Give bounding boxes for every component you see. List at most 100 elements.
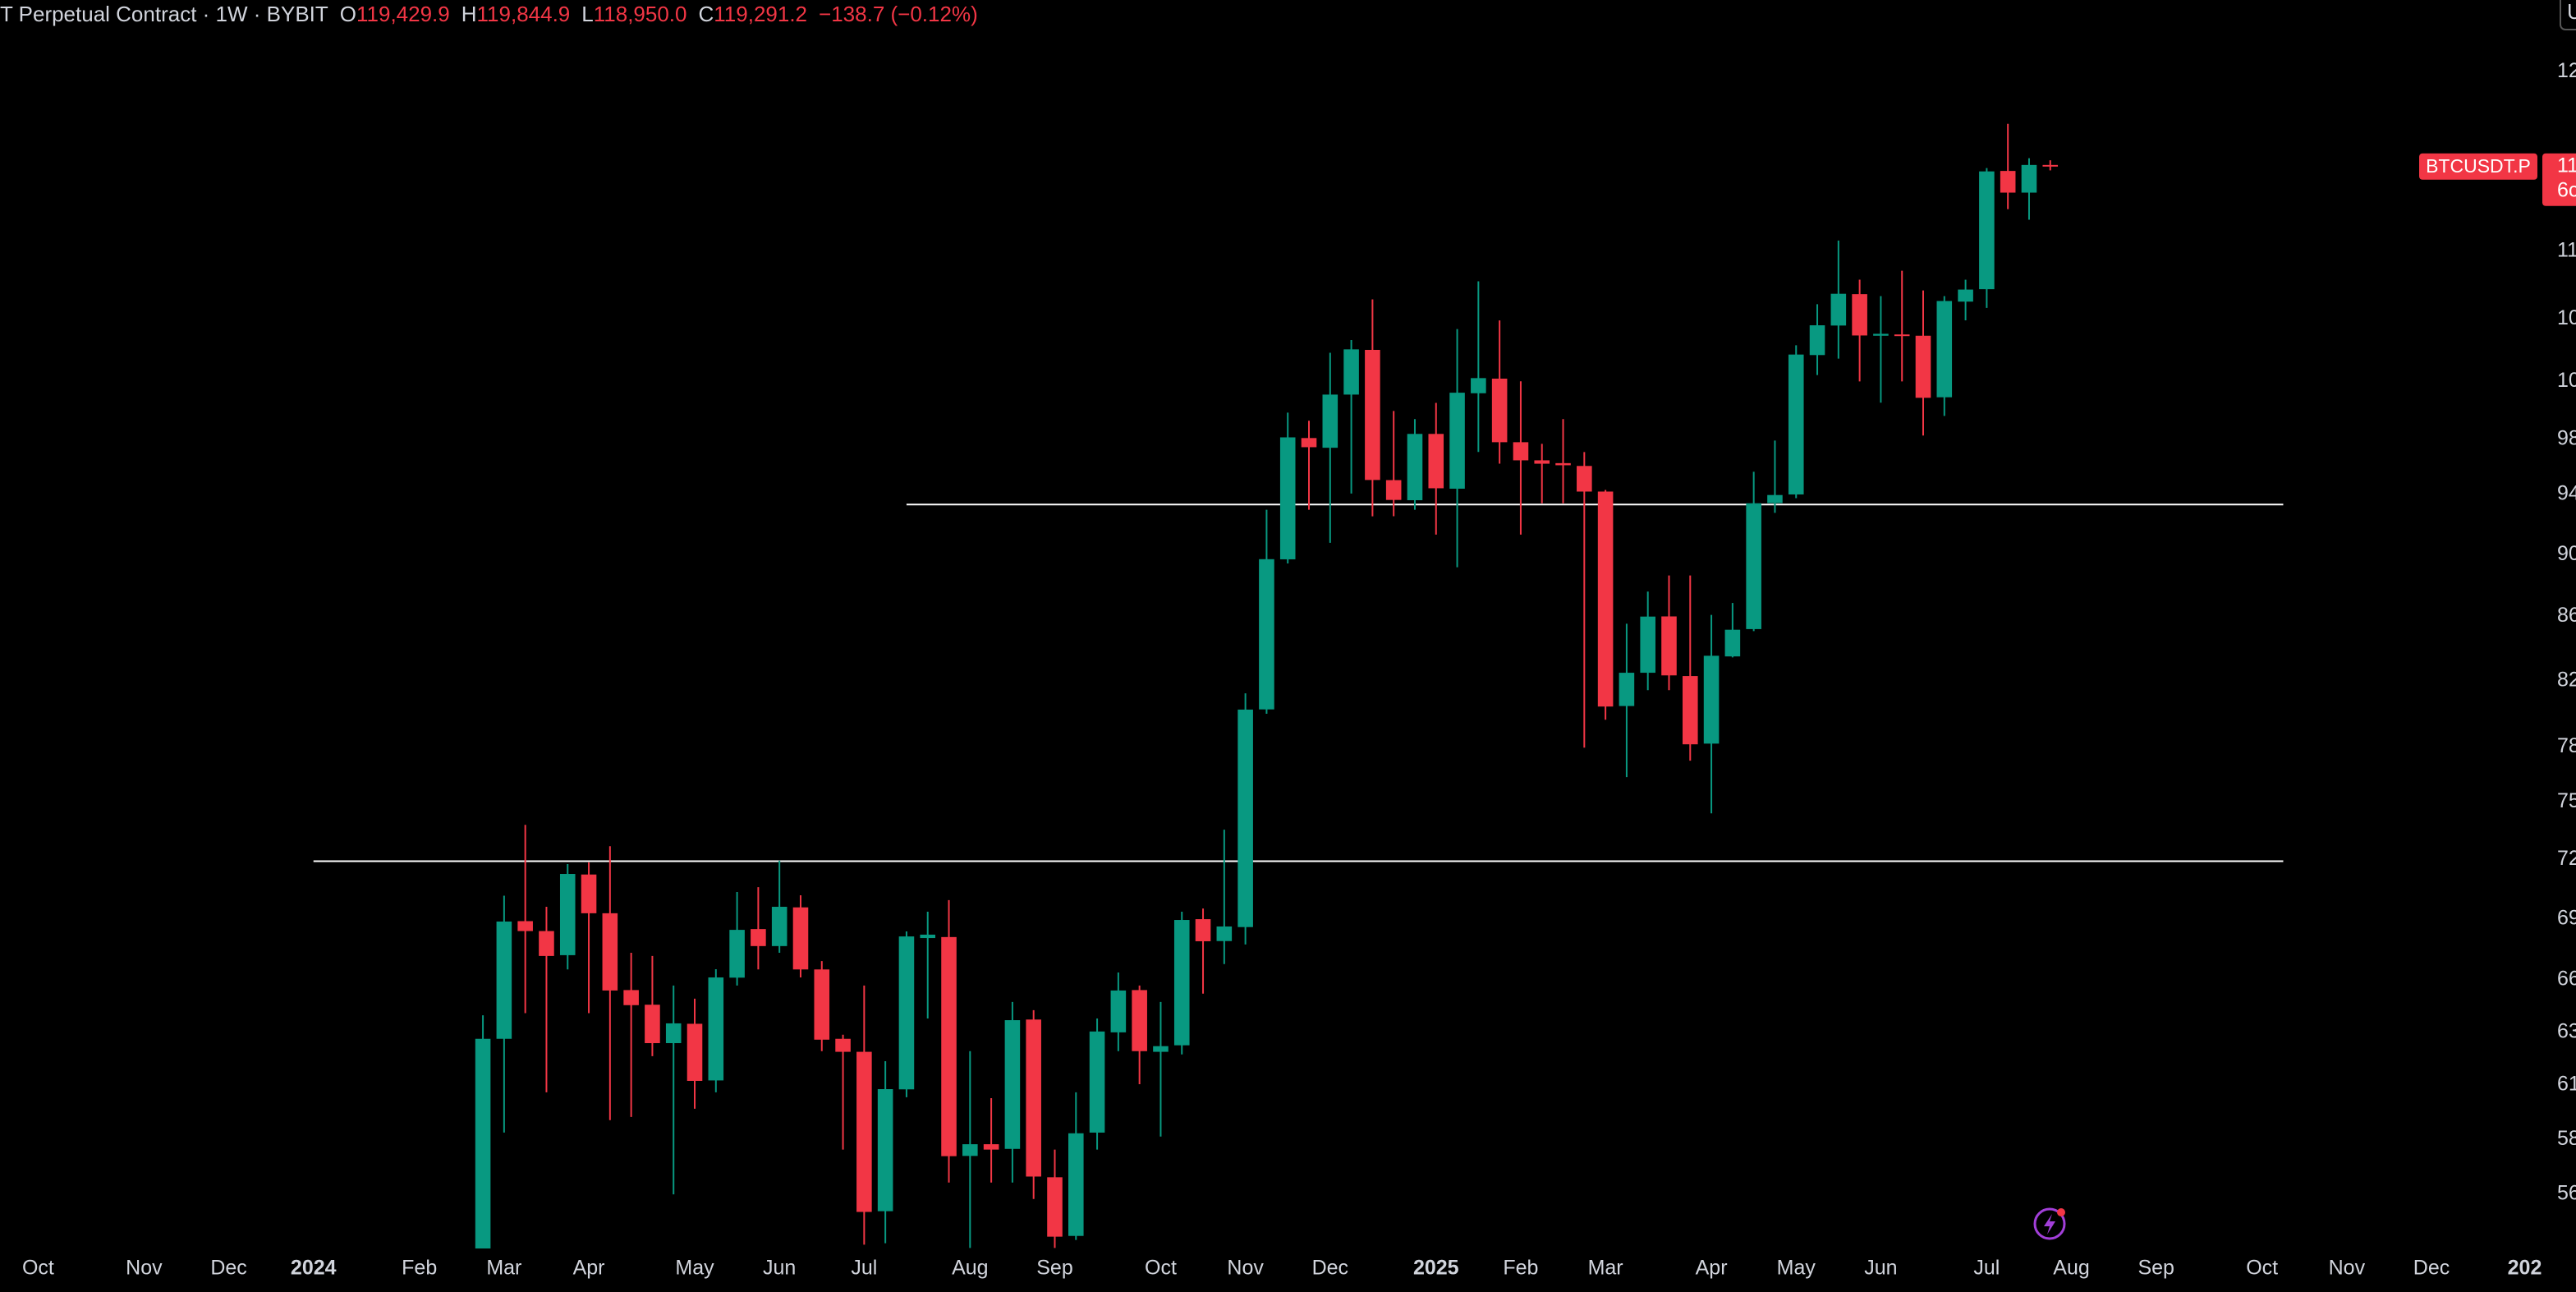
y-tick-label: 69: [2557, 907, 2576, 930]
candle-body: [1894, 334, 1910, 337]
y-tick-label: 58: [2557, 1127, 2576, 1150]
candle-body: [559, 874, 576, 955]
x-tick-label: Jul: [851, 1257, 877, 1280]
candle-body: [898, 936, 915, 1090]
x-tick-label: Apr: [573, 1257, 605, 1280]
candle-body: [1491, 378, 1508, 443]
candle-body: [1089, 1031, 1105, 1133]
ohlc-high: 119,844.9: [476, 1, 571, 26]
candle-body: [1682, 676, 1698, 745]
x-tick-label: 2024: [291, 1257, 337, 1280]
price-tag-box: [2419, 153, 2537, 180]
y-tick-label: 98: [2557, 427, 2576, 450]
y-tick-label: 63: [2557, 1019, 2576, 1042]
candle-body: [496, 921, 512, 1039]
candle-body: [645, 1005, 660, 1043]
y-tick-label: 66: [2557, 967, 2576, 990]
candle-body: [1449, 393, 1465, 489]
candle-body: [1746, 503, 1761, 629]
ohlc-open: 119,429.9: [356, 1, 450, 26]
corner-button[interactable]: [2560, 0, 2576, 30]
x-tick-label: Jun: [763, 1257, 796, 1280]
x-tick-label: Dec: [1312, 1257, 1348, 1280]
candle-body: [665, 1023, 682, 1043]
x-tick-label: Oct: [1145, 1257, 1177, 1280]
price-scale-tag: [2542, 153, 2576, 206]
x-tick-label: Aug: [2053, 1257, 2089, 1280]
y-tick-label: 11: [2557, 239, 2576, 262]
candle-body: [1809, 325, 1825, 356]
candle-body: [920, 934, 936, 939]
y-tick-label: 75: [2557, 789, 2576, 812]
candle-body: [1068, 1133, 1084, 1236]
x-tick-label: Sep: [2137, 1257, 2174, 1280]
candle-body: [1026, 1019, 1041, 1177]
candle-body: [1703, 655, 1720, 744]
ohlc-open-label: O: [339, 1, 356, 26]
candle-body: [1640, 616, 1655, 674]
candle-body: [1788, 354, 1804, 494]
candle-body: [623, 990, 639, 1005]
y-tick-label: 90: [2557, 542, 2576, 565]
candle-body: [1195, 919, 1211, 941]
candle-body: [475, 1038, 491, 1248]
x-tick-label: Sep: [1036, 1257, 1072, 1280]
candle-body: [1852, 294, 1867, 336]
candle-body: [1407, 434, 1423, 501]
candle-body: [729, 930, 745, 978]
x-tick-label: Oct: [22, 1257, 54, 1280]
candle-body: [539, 931, 554, 956]
candle-body: [877, 1089, 893, 1212]
candle-body: [2000, 171, 2016, 193]
candle-body: [1555, 462, 1571, 466]
ohlc-high-label: H: [461, 1, 477, 26]
candle-body: [1132, 990, 1147, 1051]
corner-button-label[interactable]: U: [2567, 0, 2576, 24]
ohlc-close-label: C: [698, 1, 714, 26]
x-tick-label: 2025: [1413, 1257, 1459, 1280]
candle-body: [1767, 494, 1783, 503]
plot-area: [313, 123, 2284, 1248]
x-tick-label: May: [675, 1257, 714, 1280]
candle-body: [2021, 164, 2037, 193]
candle-body: [708, 977, 724, 1081]
candle-body: [1216, 926, 1233, 941]
candle-body: [1279, 437, 1296, 559]
ohlc-low-label: L: [581, 1, 594, 26]
ohlc-low: 118,950.0: [593, 1, 687, 26]
y-tick-label: 10: [2557, 306, 2576, 329]
candle-body: [1259, 559, 1274, 710]
change: −138.7 (−0.12%): [819, 1, 978, 26]
y-tick-label: 61: [2557, 1072, 2576, 1095]
candle-body: [1428, 434, 1444, 489]
price-tag-symbol: BTCUSDT.P: [2426, 155, 2531, 177]
x-tick-label: Feb: [1503, 1257, 1538, 1280]
candle-body: [1936, 301, 1953, 398]
ohlc-close: 119,291.2: [714, 1, 808, 26]
candle-body: [814, 969, 830, 1040]
candle-body: [751, 929, 766, 946]
candle-body: [1322, 394, 1339, 448]
x-tick-label: Oct: [2246, 1257, 2278, 1280]
candle-body: [771, 907, 787, 946]
x-tick-label: Mar: [486, 1257, 521, 1280]
y-tick-label: 82: [2557, 669, 2576, 692]
candle-body: [1724, 629, 1741, 657]
y-tick-label: 56: [2557, 1181, 2576, 1204]
x-tick-label: Nov: [2329, 1257, 2366, 1280]
candle-body: [1173, 920, 1190, 1046]
candle-body: [602, 913, 618, 991]
countdown: 6c: [2557, 178, 2576, 201]
y-tick-label: 78: [2557, 734, 2576, 757]
x-tick-label: Apr: [1696, 1257, 1728, 1280]
candle-body: [983, 1144, 999, 1150]
alert-icon[interactable]: [2033, 1207, 2066, 1240]
candle-body: [1365, 349, 1380, 480]
x-tick-label: Nov: [126, 1257, 163, 1280]
candle-body: [1471, 378, 1486, 393]
y-tick-label: 86: [2557, 604, 2576, 627]
x-tick-label: Jul: [1973, 1257, 2000, 1280]
candle-body: [1343, 349, 1359, 395]
